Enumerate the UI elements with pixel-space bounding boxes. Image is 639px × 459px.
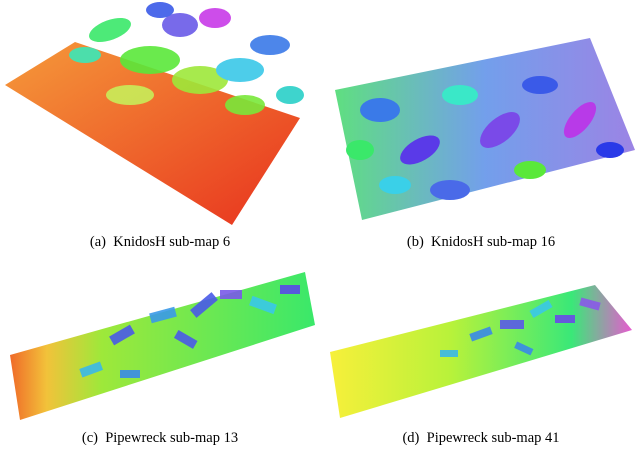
panel-b-image bbox=[335, 38, 635, 220]
figure: (a) KnidosH sub-map 6 (b) KnidosH sub-ma… bbox=[0, 0, 639, 454]
caption: (c) Pipewreck sub-map 13 bbox=[82, 430, 238, 446]
caption: (b) KnidosH sub-map 16 bbox=[407, 234, 555, 250]
panel-a-image bbox=[5, 2, 304, 225]
caption: (d) Pipewreck sub-map 41 bbox=[402, 430, 559, 446]
page: (a) KnidosH sub-map 6 (b) KnidosH sub-ma… bbox=[0, 0, 639, 454]
panel-c-image bbox=[10, 272, 315, 420]
panel-d-image bbox=[330, 285, 632, 418]
caption: (a) KnidosH sub-map 6 bbox=[90, 234, 230, 250]
